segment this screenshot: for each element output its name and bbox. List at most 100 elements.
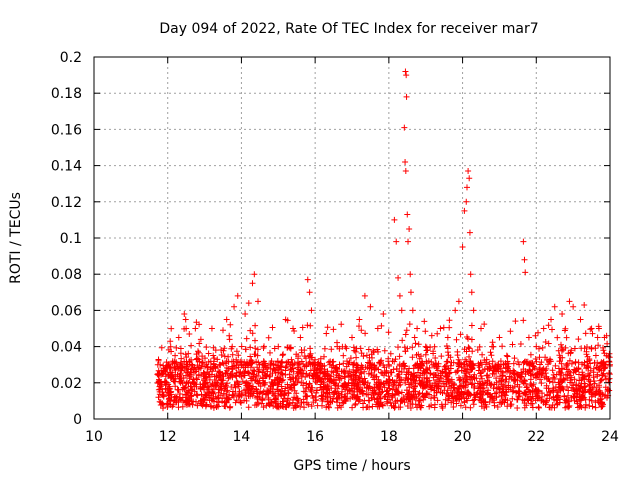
- data-point: [323, 370, 330, 377]
- data-point: [406, 225, 413, 232]
- data-point: [197, 336, 204, 343]
- data-point: [463, 198, 470, 205]
- data-point: [385, 361, 392, 368]
- data-point: [533, 343, 540, 350]
- data-point: [242, 311, 249, 318]
- data-point: [570, 303, 577, 310]
- data-point: [186, 361, 193, 368]
- data-point: [275, 343, 282, 350]
- data-point: [380, 311, 387, 318]
- data-point: [168, 372, 175, 379]
- data-point: [334, 343, 341, 350]
- data-point: [304, 276, 311, 283]
- data-point: [496, 334, 503, 341]
- data-point: [393, 238, 400, 245]
- data-point: [455, 298, 462, 305]
- data-point: [312, 361, 319, 368]
- data-point: [430, 361, 437, 368]
- data-point: [220, 327, 226, 334]
- data-point: [216, 361, 223, 368]
- y-tick-label: 0.1: [60, 231, 82, 247]
- data-point: [229, 343, 236, 350]
- data-point: [282, 316, 289, 323]
- x-tick-label: 18: [380, 429, 398, 445]
- data-point: [603, 352, 610, 359]
- y-tick-label: 0.18: [51, 86, 82, 102]
- data-point: [404, 211, 411, 218]
- data-point: [201, 370, 208, 377]
- x-tick-label: 10: [85, 429, 103, 445]
- data-point: [306, 289, 313, 296]
- data-point: [521, 256, 528, 263]
- data-point: [402, 68, 409, 75]
- data-point: [249, 280, 256, 287]
- data-point: [234, 292, 241, 299]
- data-point: [356, 316, 363, 323]
- data-point: [503, 352, 510, 359]
- y-tick-label: 0.14: [51, 159, 82, 175]
- data-point: [223, 316, 230, 323]
- data-point: [290, 325, 297, 332]
- data-point: [208, 325, 215, 332]
- x-tick-label: 22: [527, 429, 545, 445]
- data-point: [588, 325, 595, 332]
- data-point: [566, 298, 573, 305]
- data-point: [437, 325, 444, 332]
- y-axis: 0 0.02 0.04 0.06 0.08 0.1 0.12 0.14 0.16 0.18 0.2: [51, 50, 610, 428]
- data-point: [407, 271, 414, 278]
- data-point: [255, 298, 262, 305]
- data-point: [411, 334, 418, 341]
- data-point: [577, 316, 584, 323]
- data-point: [478, 325, 484, 332]
- data-point: [181, 311, 188, 318]
- data-point: [467, 271, 474, 278]
- data-point: [260, 379, 267, 386]
- data-point: [297, 334, 304, 341]
- data-cloud: [154, 316, 613, 412]
- x-tick-label: 20: [454, 429, 472, 445]
- y-tick-label: 0.16: [51, 122, 82, 138]
- data-point: [402, 158, 409, 165]
- data-point: [405, 238, 412, 245]
- data-point: [231, 303, 238, 310]
- data-point: [444, 334, 451, 341]
- x-axis-label: GPS time / hours: [293, 458, 410, 474]
- data-point: [172, 352, 179, 359]
- data-point: [403, 93, 410, 100]
- data-point: [238, 361, 245, 368]
- data-point: [267, 361, 274, 368]
- data-point: [161, 365, 168, 372]
- y-axis-label: ROTI / TECUs: [8, 192, 24, 284]
- data-point: [398, 307, 405, 314]
- data-point: [581, 301, 588, 308]
- x-tick-label: 14: [233, 429, 251, 445]
- data-point: [308, 307, 315, 314]
- x-tick-label: 24: [601, 429, 619, 445]
- data-point: [157, 379, 164, 386]
- chart-title: Day 094 of 2022, Rate Of TEC Index for r…: [159, 21, 538, 37]
- data-point: [548, 316, 555, 323]
- data-point: [525, 334, 532, 341]
- data-point: [402, 168, 409, 175]
- data-point: [601, 334, 608, 341]
- y-tick-label: 0.2: [60, 50, 82, 66]
- data-point: [374, 325, 381, 332]
- data-point: [466, 175, 473, 182]
- data-point: [461, 207, 468, 214]
- data-point: [468, 289, 475, 296]
- x-tick-label: 12: [159, 429, 177, 445]
- data-point: [422, 343, 429, 350]
- data-point: [403, 72, 410, 79]
- data-point: [459, 244, 466, 251]
- x-tick-label: 16: [306, 429, 324, 445]
- data-point: [489, 343, 496, 350]
- data-point: [463, 184, 470, 191]
- data-point: [361, 292, 368, 299]
- data-point: [511, 370, 518, 377]
- data-cloud-markers: [154, 316, 613, 412]
- data-point: [192, 325, 199, 332]
- data-point: [415, 397, 422, 404]
- data-point: [466, 229, 473, 236]
- y-tick-label: 0.02: [51, 376, 82, 392]
